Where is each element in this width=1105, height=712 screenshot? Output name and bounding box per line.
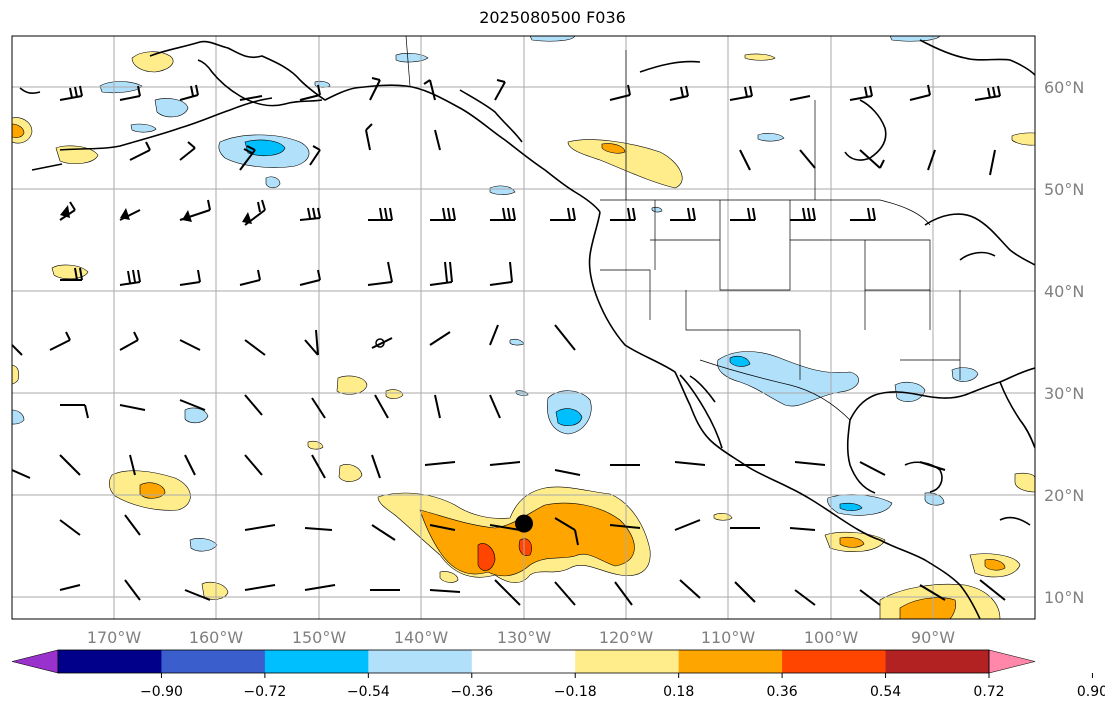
- colorbar-ticks: −0.90 −0.72 −0.54 −0.36 −0.18 0.18 0.36 0.54 0.7…: [140, 673, 1105, 700]
- lon-label: 150°W: [292, 628, 347, 647]
- lon-label: 170°W: [87, 628, 142, 647]
- colorbar-segment: [782, 650, 887, 673]
- lon-label: 110°W: [701, 628, 756, 647]
- colorbar-segment: [678, 650, 783, 673]
- map-panel: [12, 36, 1035, 619]
- colorbar-segment: [58, 650, 162, 673]
- lat-label: 20°N: [1044, 486, 1084, 505]
- colorbar: [11, 649, 1036, 674]
- strong-anomaly-core: [477, 543, 496, 571]
- lon-label: 90°W: [911, 628, 955, 647]
- lon-label: 100°W: [804, 628, 859, 647]
- lat-label: 10°N: [1044, 588, 1084, 607]
- colorbar-segment: [885, 650, 990, 673]
- storm-location-marker: [515, 514, 533, 533]
- lat-label: 60°N: [1044, 78, 1084, 97]
- wind-pennants: [60, 205, 252, 224]
- colorbar-tick-label: 0.90: [1077, 684, 1105, 700]
- lat-label: 40°N: [1044, 282, 1084, 301]
- colorbar-segment: [161, 650, 266, 673]
- coastlines: [19, 39, 1035, 619]
- colorbar-segment: [471, 650, 576, 673]
- latitude-labels: 60°N 50°N 40°N 30°N 20°N 10°N: [1044, 78, 1084, 607]
- colorbar-tick-label: −0.90: [140, 684, 183, 700]
- lat-label: 30°N: [1044, 384, 1084, 403]
- colorbar-tick-label: −0.54: [347, 684, 390, 700]
- lon-label: 130°W: [497, 628, 552, 647]
- colorbar-segment: [368, 650, 473, 673]
- lon-label: 140°W: [394, 628, 449, 647]
- map-frame: [11, 35, 1036, 620]
- colorbar-extend-max: [988, 649, 1036, 674]
- colorbar-frame: [57, 649, 990, 674]
- lon-label: 120°W: [599, 628, 654, 647]
- colorbar-segment: [575, 650, 680, 673]
- colorbar-tick-label: −0.36: [450, 684, 493, 700]
- anomaly-contours: [12, 36, 1035, 619]
- longitude-labels: 170°W 160°W 150°W 140°W 130°W 120°W 110°…: [87, 628, 955, 647]
- colorbar-extend-min: [11, 649, 59, 674]
- colorbar-segment: [264, 650, 369, 673]
- map-title: 2025080500 F036: [479, 8, 626, 27]
- colorbar-tick-label: 0.18: [663, 684, 694, 700]
- colorbar-tick-label: −0.72: [243, 684, 286, 700]
- graticule: [12, 36, 1035, 619]
- wind-barbs: [12, 77, 1006, 606]
- calm-wind-marker: [375, 338, 385, 348]
- colorbar-tick-label: −0.18: [554, 684, 597, 700]
- lat-label: 50°N: [1044, 180, 1084, 199]
- colorbar-tick-label: 0.54: [870, 684, 901, 700]
- colorbar-tick-label: 0.36: [767, 684, 798, 700]
- political-borders: [405, 36, 961, 421]
- colorbar-tick-label: 0.72: [973, 684, 1004, 700]
- lon-label: 160°W: [189, 628, 244, 647]
